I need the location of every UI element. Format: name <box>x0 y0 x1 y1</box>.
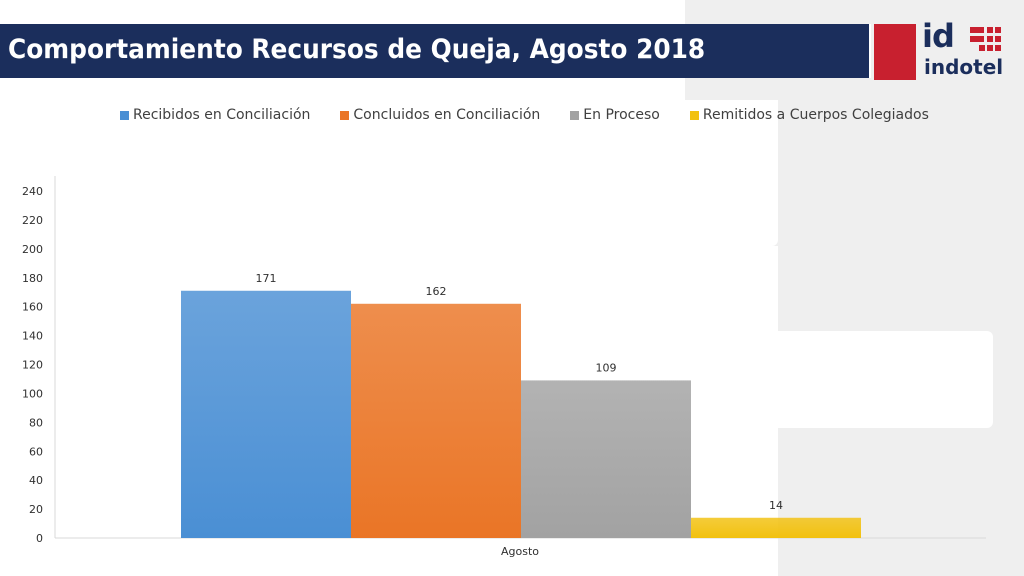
y-tick-label: 60 <box>29 445 43 458</box>
y-tick-label: 100 <box>22 387 43 400</box>
data-label: 171 <box>256 272 277 285</box>
legend-label: En Proceso <box>583 107 660 123</box>
bar-3 <box>521 380 691 538</box>
y-tick-label: 160 <box>22 301 43 314</box>
logo-mark: id <box>922 17 955 55</box>
bar-2 <box>351 303 521 538</box>
legend-item: Recibidos en Conciliación <box>120 107 310 123</box>
legend-swatch <box>570 110 580 120</box>
bar-4 <box>691 517 861 538</box>
chart-legend: Recibidos en Conciliación Concluidos en C… <box>120 105 929 125</box>
y-tick-label: 180 <box>22 272 43 285</box>
legend-item: En Proceso <box>570 107 660 123</box>
y-tick-label: 0 <box>36 532 43 545</box>
legend-swatch <box>340 110 350 120</box>
y-tick-label: 20 <box>29 503 43 516</box>
legend-item: Concluidos en Conciliación <box>340 107 540 123</box>
indotel-logo: id indotel <box>922 17 1024 87</box>
decorative-panel <box>685 100 778 246</box>
bar-1 <box>181 290 351 538</box>
y-tick-label: 200 <box>22 243 43 256</box>
y-tick-label: 220 <box>22 214 43 227</box>
slide-title: Comportamiento Recursos de Queja, Agosto… <box>8 34 706 65</box>
data-label: 109 <box>596 361 617 374</box>
data-label: 162 <box>426 285 447 298</box>
y-tick-label: 80 <box>29 416 43 429</box>
logo-grid-icon <box>970 27 1002 53</box>
logo-red-block <box>874 24 916 80</box>
decorative-card <box>726 331 993 428</box>
y-tick-label: 240 <box>22 185 43 198</box>
legend-item: Remitidos a Cuerpos Colegiados <box>689 107 929 123</box>
legend-label: Concluidos en Conciliación <box>353 107 541 123</box>
y-tick-label: 140 <box>22 330 43 343</box>
title-bar: Comportamiento Recursos de Queja, Agosto… <box>0 24 871 78</box>
legend-label: Recibidos en Conciliación <box>133 107 311 123</box>
legend-label: Remitidos a Cuerpos Colegiados <box>702 107 929 123</box>
y-tick-label: 120 <box>22 359 43 372</box>
logo-word: indotel <box>924 55 1004 79</box>
legend-swatch <box>120 110 129 120</box>
y-tick-label: 40 <box>29 474 43 487</box>
legend-swatch <box>689 110 699 120</box>
data-label: 14 <box>769 499 783 512</box>
x-category-label: Agosto <box>501 545 539 558</box>
